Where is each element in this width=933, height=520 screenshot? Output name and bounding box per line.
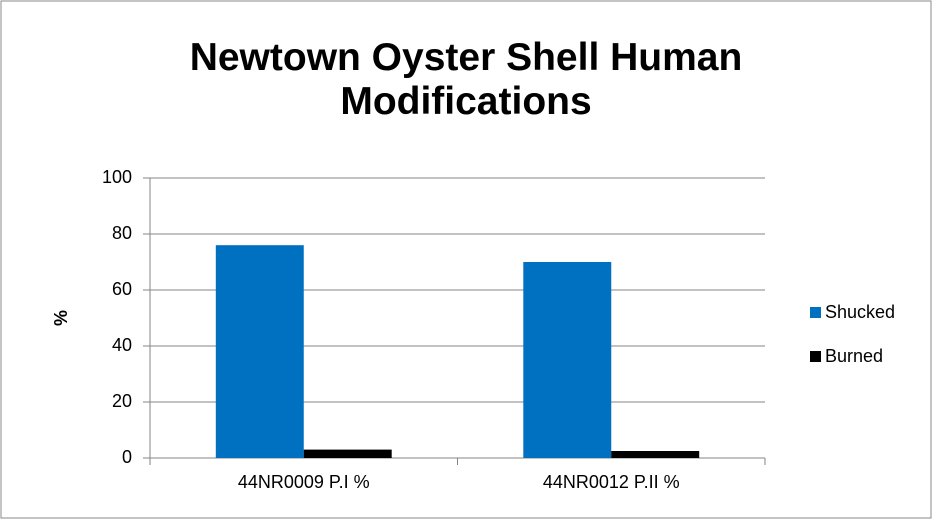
y-tick-label: 20 [112, 391, 132, 411]
legend-swatch [810, 307, 821, 318]
legend-label: Shucked [825, 302, 895, 322]
bar [523, 262, 612, 458]
legend-swatch [810, 351, 821, 362]
y-tick-label: 80 [112, 223, 132, 243]
bar [215, 245, 304, 458]
chart-title: Newtown Oyster Shell Human Modifications [189, 36, 743, 123]
y-axis-label: % [51, 310, 71, 326]
y-tick-label: 40 [112, 335, 132, 355]
y-tick-label: 100 [102, 167, 132, 187]
y-tick-label: 0 [122, 447, 132, 467]
bar [303, 449, 392, 458]
bar [611, 451, 700, 458]
y-tick-label: 60 [112, 279, 132, 299]
legend-label: Burned [825, 346, 883, 366]
x-tick-label: 44NR0009 P.I % [238, 472, 370, 492]
x-tick-label: 44NR0012 P.II % [543, 472, 680, 492]
